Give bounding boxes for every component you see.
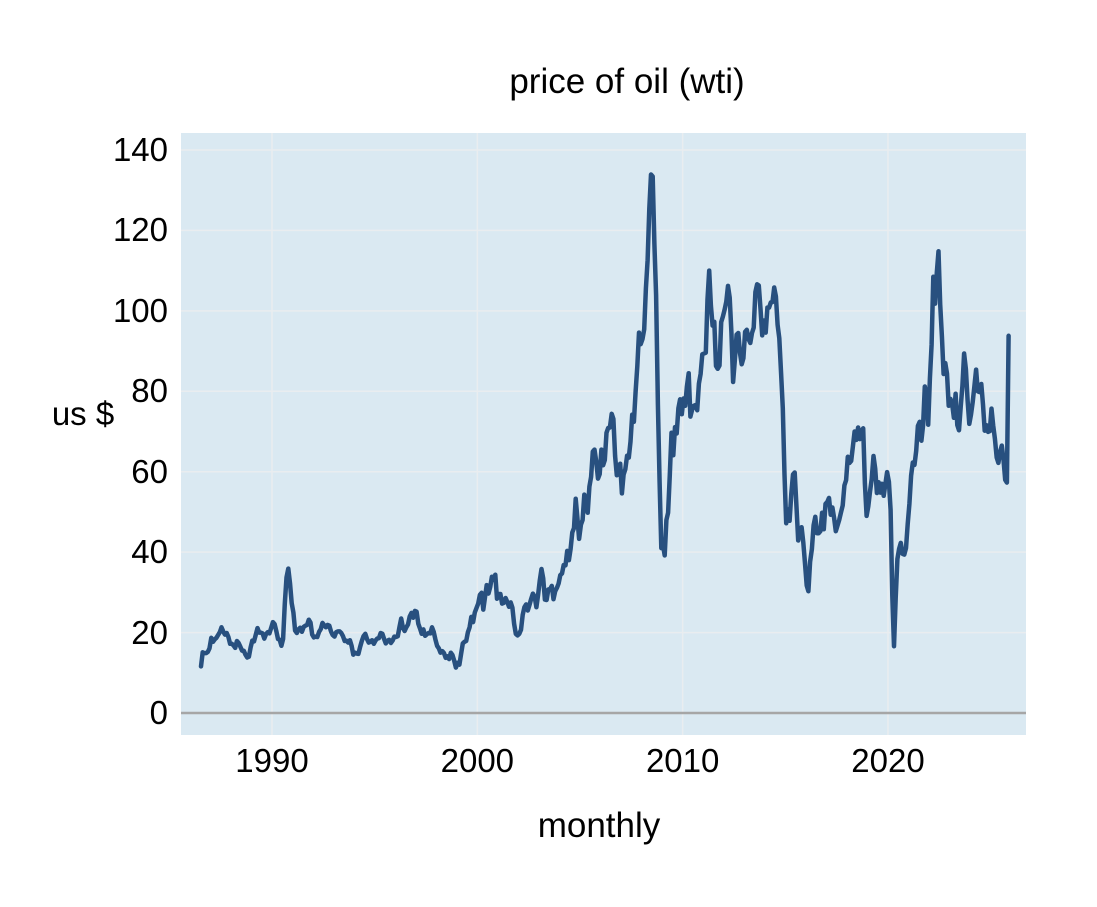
x-tick-label: 2020 [851,742,925,779]
y-tick-label: 100 [112,291,168,329]
x-tick-label: 1990 [235,742,309,779]
x-tick-label: 2010 [645,742,720,779]
y-tick-label: 40 [131,533,168,571]
plot-background [181,133,1026,735]
x-axis-label: monthly [537,806,661,845]
y-tick-label: 80 [131,372,168,410]
y-tick-label: 140 [112,130,168,168]
y-tick-label: 60 [131,452,168,490]
x-tick-label: 2000 [440,742,515,779]
y-axis-label: us $ [51,395,115,432]
y-tick-label: 120 [112,211,168,249]
y-tick-label: 20 [131,613,168,651]
price-line [198,172,1011,670]
chart-title: price of oil (wti) [509,62,745,101]
y-tick-label: 0 [149,694,168,731]
